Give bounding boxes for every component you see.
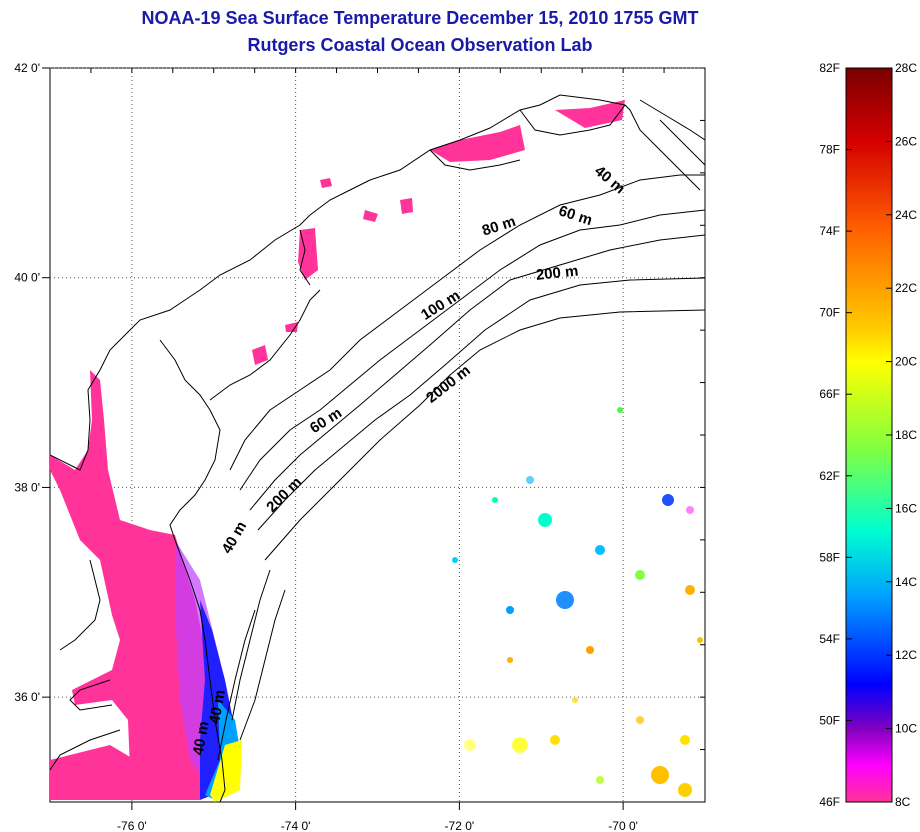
isobaths xyxy=(217,99,705,761)
map-title: NOAA-19 Sea Surface Temperature December… xyxy=(141,8,699,28)
colorbar-c-label: 14C xyxy=(895,575,917,589)
lon-tick-label: -72 0' xyxy=(445,819,475,832)
isobath-label: 200 m xyxy=(535,263,579,284)
lat-tick-label: 40 0' xyxy=(14,271,40,285)
colorbar-f-label: 78F xyxy=(819,143,840,157)
lat-tick-label: 38 0' xyxy=(14,480,40,494)
lat-tick-label: 42 0' xyxy=(14,61,40,75)
colorbar-f-label: 74F xyxy=(819,224,840,238)
colorbar-f-label: 62F xyxy=(819,469,840,483)
sst-offshore-scatter xyxy=(452,407,703,797)
map-subtitle: Rutgers Coastal Ocean Observation Lab xyxy=(247,35,593,55)
lat-tick-label: 36 0' xyxy=(14,690,40,704)
colorbar-f-label: 58F xyxy=(819,550,840,564)
colorbar-c-label: 20C xyxy=(895,355,917,369)
sst-shelf-water xyxy=(175,540,242,802)
colorbar-c-label: 26C xyxy=(895,134,917,148)
colorbar-f-label: 50F xyxy=(819,713,840,727)
isobath-label: 40 m xyxy=(206,689,229,726)
axis-tick-labels: -76 0' -74 0' -72 0' -70 0' 42 0' 40 0' 38 0' 3… xyxy=(14,61,638,832)
lon-tick-label: -70 0' xyxy=(608,819,638,832)
graticule xyxy=(42,67,706,810)
colorbar-labels: 82F 78F 74F 70F 66F 62F 58F 54F 50F 46F 28C 26C 24C 2… xyxy=(819,61,917,809)
colorbar-c-label: 18C xyxy=(895,428,917,442)
coastline xyxy=(50,94,701,802)
colorbar-c-label: 10C xyxy=(895,722,917,736)
colorbar-c-label: 24C xyxy=(895,208,917,222)
colorbar-f-label: 54F xyxy=(819,632,840,646)
colorbar-c-label: 8C xyxy=(895,795,911,809)
colorbar-f-label: 82F xyxy=(819,61,840,75)
colorbar-f-label: 46F xyxy=(819,795,840,809)
colorbar xyxy=(845,67,893,803)
colorbar-c-label: 12C xyxy=(895,648,917,662)
lon-tick-label: -76 0' xyxy=(117,819,147,832)
colorbar-f-label: 70F xyxy=(819,306,840,320)
colorbar-c-label: 22C xyxy=(895,281,917,295)
colorbar-c-label: 16C xyxy=(895,501,917,515)
lon-tick-label: -74 0' xyxy=(281,819,311,832)
isobath-label: 40 m xyxy=(190,720,213,757)
colorbar-c-label: 28C xyxy=(895,61,917,75)
colorbar-f-label: 66F xyxy=(819,387,840,401)
